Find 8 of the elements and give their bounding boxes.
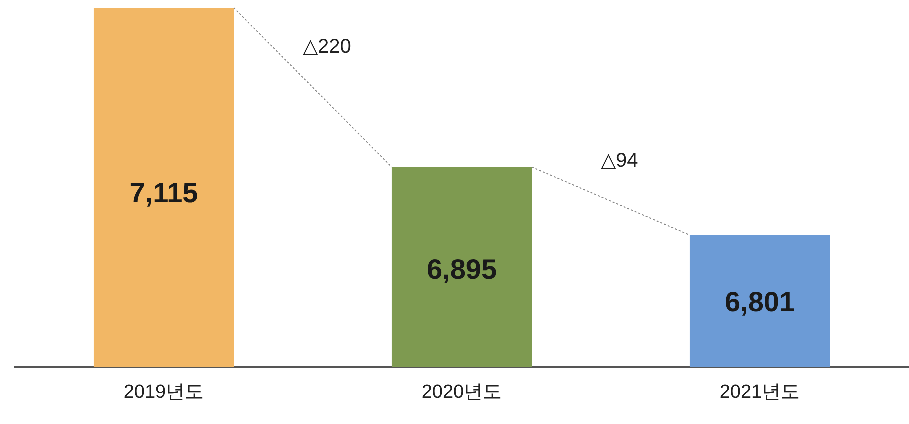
x-tick-label: 2020년도 [422,382,502,403]
x-tick-label: 2021년도 [720,382,800,403]
data-label: 6,895 [426,254,498,285]
annotation: △220 [303,36,352,58]
x-tick-label: 2019년도 [124,382,204,403]
data-label: 6,801 [724,286,796,318]
data-label: 7,115 [130,178,198,209]
annotation: △94 [601,150,638,172]
